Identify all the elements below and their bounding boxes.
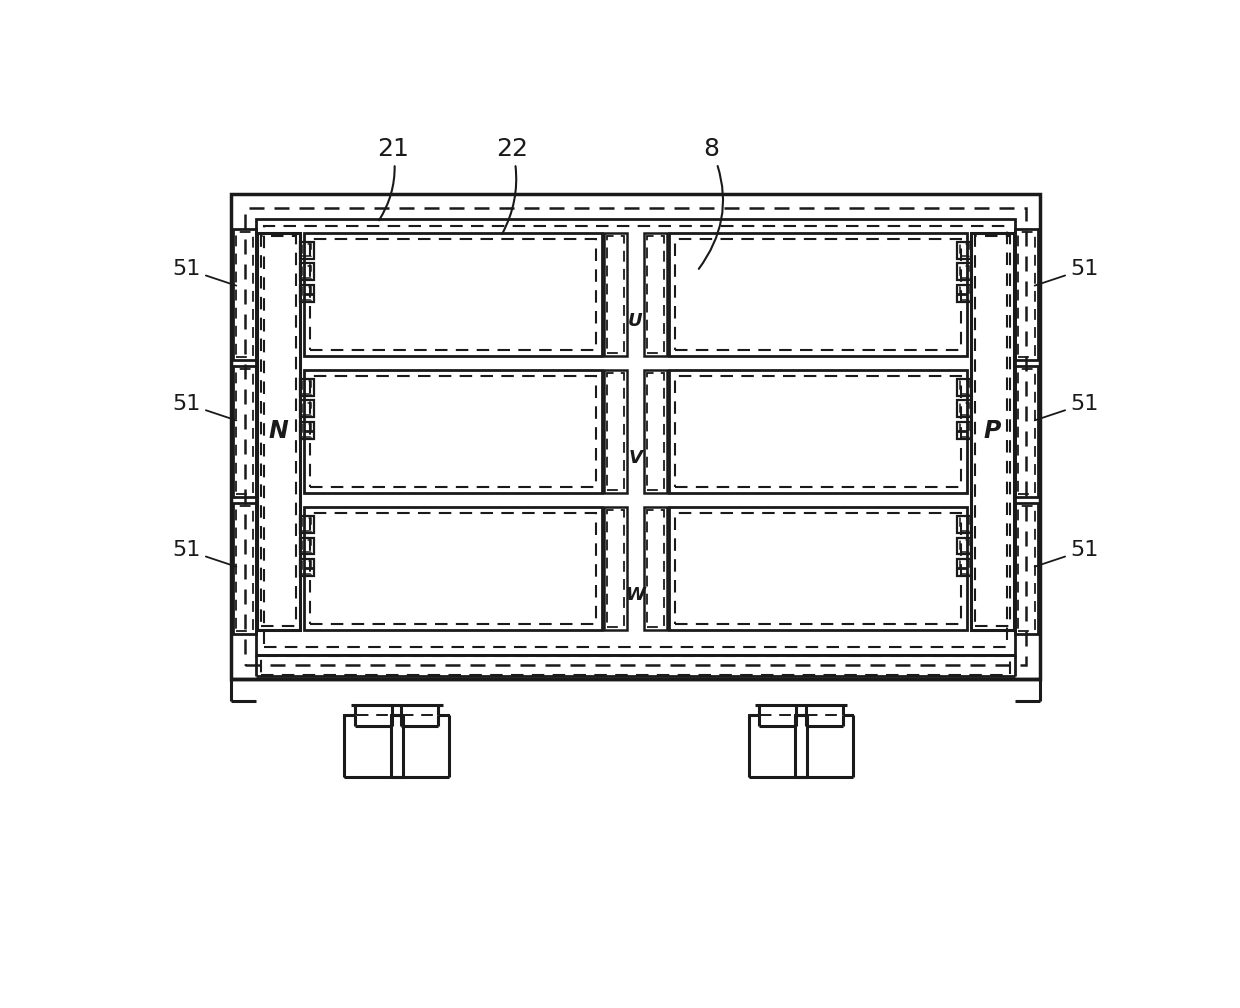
Bar (957, 422, 971, 438)
Bar (1016, 503, 1038, 634)
Bar (345, 716, 403, 777)
Bar (236, 506, 253, 631)
Bar (668, 370, 967, 493)
Bar (957, 379, 971, 396)
Bar (310, 513, 596, 624)
Bar (262, 237, 296, 626)
Bar (304, 507, 603, 630)
Bar (391, 716, 449, 777)
Bar (255, 219, 1016, 654)
Bar (303, 561, 311, 574)
Bar (960, 287, 968, 299)
Bar (236, 232, 253, 357)
Bar (644, 370, 667, 493)
Bar (1018, 506, 1035, 631)
Bar (957, 516, 971, 533)
Bar (795, 716, 853, 777)
Bar (957, 537, 971, 554)
Bar (246, 208, 1025, 665)
Bar (304, 370, 603, 493)
Text: N: N (269, 419, 289, 444)
Bar (300, 285, 314, 302)
Text: 51: 51 (1034, 540, 1099, 566)
Bar (960, 540, 968, 552)
Text: 51: 51 (172, 394, 237, 420)
Bar (233, 366, 255, 497)
Bar (971, 233, 1013, 630)
Bar (604, 507, 627, 630)
Bar (1018, 232, 1035, 357)
Text: 51: 51 (1034, 259, 1099, 285)
Text: 21: 21 (377, 137, 409, 221)
Bar (310, 376, 596, 487)
Bar (233, 229, 255, 360)
Bar (647, 373, 663, 490)
Bar (260, 656, 1011, 674)
Bar (957, 400, 971, 417)
Bar (300, 242, 314, 259)
Bar (957, 285, 971, 302)
Bar (608, 510, 624, 627)
Bar (303, 403, 311, 415)
Bar (675, 376, 961, 487)
Text: V: V (629, 450, 642, 468)
Bar (960, 244, 968, 256)
Bar (303, 287, 311, 299)
Bar (300, 263, 314, 280)
Text: 51: 51 (172, 259, 237, 285)
Text: W: W (625, 587, 646, 605)
Bar (644, 233, 667, 356)
Bar (644, 507, 667, 630)
Bar (1016, 366, 1038, 497)
Bar (668, 233, 967, 356)
Bar (957, 263, 971, 280)
Bar (608, 373, 624, 490)
Bar (668, 507, 967, 630)
Bar (236, 369, 253, 494)
Bar (647, 236, 663, 353)
Text: 22: 22 (496, 137, 528, 234)
Text: 8: 8 (699, 137, 723, 269)
Bar (303, 381, 311, 393)
Text: 51: 51 (172, 540, 237, 566)
Bar (258, 233, 300, 630)
Bar (303, 518, 311, 530)
Bar (957, 242, 971, 259)
Bar (675, 239, 961, 350)
Bar (300, 559, 314, 576)
Bar (960, 518, 968, 530)
Bar (300, 422, 314, 438)
Bar (310, 239, 596, 350)
Bar (749, 716, 807, 777)
Bar (300, 516, 314, 533)
Bar (957, 559, 971, 576)
Bar (960, 403, 968, 415)
Bar (604, 233, 627, 356)
Bar (303, 266, 311, 278)
Bar (303, 424, 311, 436)
Bar (604, 370, 627, 493)
Bar (608, 236, 624, 353)
Bar (975, 237, 1009, 626)
Bar (647, 510, 663, 627)
Bar (303, 244, 311, 256)
Bar (1018, 369, 1035, 494)
Bar (264, 227, 1007, 647)
Bar (231, 195, 1040, 679)
Text: U: U (629, 312, 642, 331)
Bar (233, 503, 255, 634)
Bar (960, 561, 968, 574)
Bar (300, 400, 314, 417)
Bar (960, 381, 968, 393)
Bar (675, 513, 961, 624)
Bar (303, 540, 311, 552)
Bar (1016, 229, 1038, 360)
Text: 51: 51 (1034, 394, 1099, 420)
Bar (960, 424, 968, 436)
Bar (304, 233, 603, 356)
Bar (960, 266, 968, 278)
Bar (300, 537, 314, 554)
Text: P: P (983, 419, 1001, 444)
Bar (300, 379, 314, 396)
